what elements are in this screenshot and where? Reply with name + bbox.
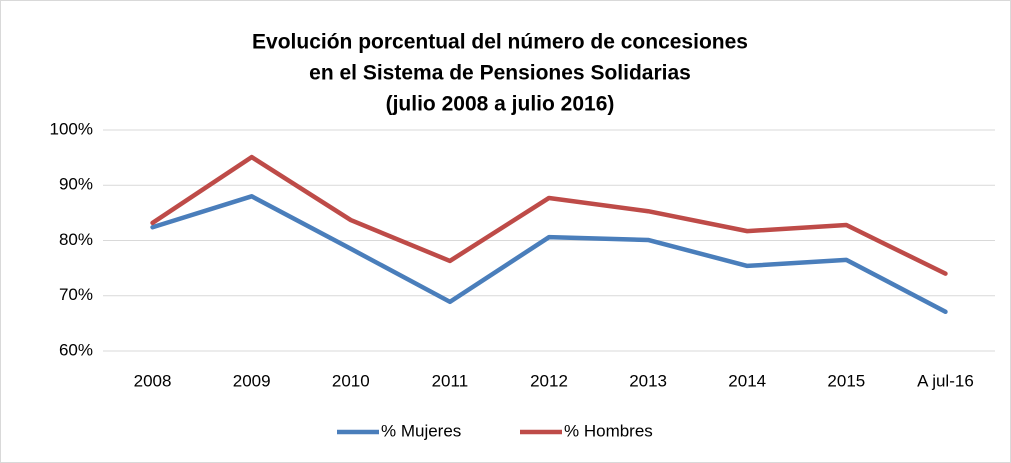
x-tick-label: A jul-16 (917, 371, 974, 390)
chart-title: Evolución porcentual del número de conce… (252, 31, 748, 54)
y-tick-label: 80% (59, 230, 93, 249)
line-series (150, 154, 948, 276)
y-tick-label: 100% (50, 119, 93, 138)
x-tick-label: 2013 (629, 371, 667, 390)
y-tick-label: 60% (59, 340, 93, 359)
legend-label: % Hombres (564, 421, 653, 440)
x-tick-label: 2012 (530, 371, 568, 390)
y-tick-label: 90% (59, 175, 93, 194)
x-tick-label: 2009 (233, 371, 271, 390)
legend-label: % Mujeres (381, 421, 461, 440)
x-tick-label: 2015 (827, 371, 865, 390)
chart-title: en el Sistema de Pensiones Solidarias (309, 62, 691, 85)
x-tick-label: 2014 (728, 371, 766, 390)
chart-title: (julio 2008 a julio 2016) (386, 93, 615, 116)
y-tick-label: 70% (59, 285, 93, 304)
line-series (150, 194, 948, 315)
x-tick-label: 2010 (332, 371, 370, 390)
x-tick-label: 2011 (432, 371, 469, 390)
x-tick-label: 2008 (134, 371, 172, 390)
